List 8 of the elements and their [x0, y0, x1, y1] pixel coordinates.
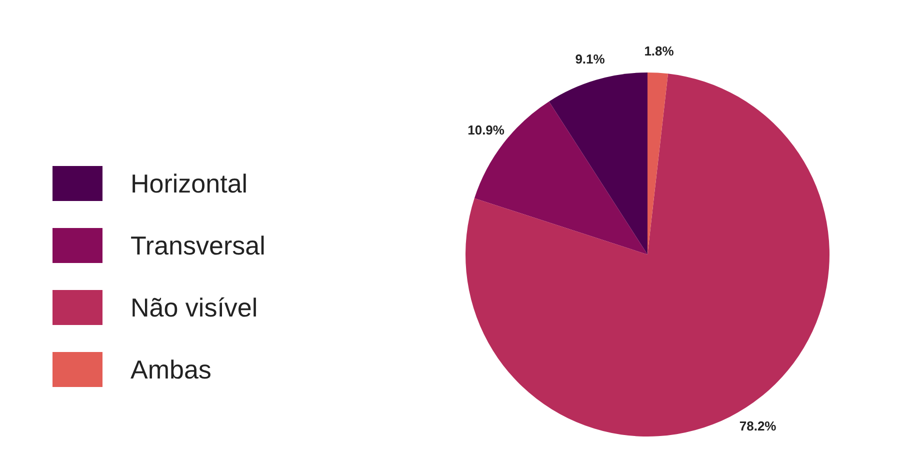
- legend-label: Ambas: [130, 354, 212, 384]
- data-label: 78.2%: [739, 418, 777, 434]
- legend-label: Não visível: [130, 292, 258, 322]
- legend-label: Transversal: [130, 230, 266, 260]
- data-label: 9.1%: [575, 51, 606, 66]
- data-label: 1.8%: [644, 43, 674, 58]
- data-label: 10.9%: [468, 122, 505, 138]
- legend-label: Horizontal: [130, 168, 248, 198]
